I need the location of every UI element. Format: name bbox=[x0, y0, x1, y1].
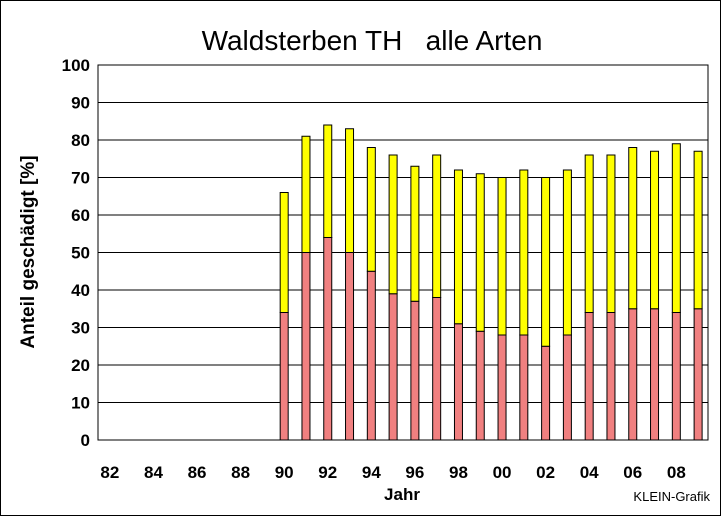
bar-segment-upper bbox=[323, 124, 333, 238]
x-tick-labels: 82 84 86 88 90 92 94 96 98 00 02 04 06 08 bbox=[100, 463, 685, 482]
x-axis-label: Jahr bbox=[384, 485, 420, 504]
bar-segment-lower bbox=[693, 308, 703, 441]
y-tick-label: 30 bbox=[71, 319, 90, 338]
bar-segment-lower bbox=[475, 330, 485, 441]
bar-segment-lower bbox=[541, 345, 551, 441]
bar-segment-upper bbox=[453, 169, 463, 325]
credit-label: KLEIN-Grafik bbox=[633, 489, 710, 504]
bar-segment-lower bbox=[497, 334, 507, 441]
x-tick-label: 96 bbox=[405, 463, 424, 482]
bar-segment-upper bbox=[301, 135, 311, 253]
bar-segment-lower bbox=[519, 334, 529, 441]
bar-segment-upper bbox=[475, 173, 485, 332]
x-tick-label: 92 bbox=[318, 463, 337, 482]
bar-segment-upper bbox=[693, 150, 703, 310]
x-tick-label: 88 bbox=[231, 463, 250, 482]
y-tick-labels: 0 10 20 30 40 50 60 70 80 90 100 bbox=[62, 56, 90, 450]
y-tick-label: 40 bbox=[71, 281, 90, 300]
bar-segment-lower bbox=[453, 323, 463, 441]
gridlines bbox=[98, 64, 708, 441]
y-tick-label: 10 bbox=[71, 394, 90, 413]
bar-segment-upper bbox=[432, 154, 442, 298]
bar-segment-upper bbox=[279, 192, 289, 313]
bar-segment-lower bbox=[323, 237, 333, 441]
x-tick-label: 08 bbox=[667, 463, 686, 482]
y-tick-label: 50 bbox=[71, 244, 90, 263]
bar-segment-lower bbox=[366, 270, 376, 441]
bar-segment-upper bbox=[366, 147, 376, 272]
bar-segment-upper bbox=[519, 169, 529, 336]
y-tick-label: 70 bbox=[71, 169, 90, 188]
bar-segment-lower bbox=[279, 312, 289, 441]
bar-segment-upper bbox=[410, 165, 420, 302]
bar-segment-lower bbox=[301, 252, 311, 441]
plot-area bbox=[97, 64, 709, 441]
x-tick-label: 02 bbox=[536, 463, 555, 482]
y-tick-label: 80 bbox=[71, 131, 90, 150]
bar-segment-lower bbox=[671, 312, 681, 441]
bar-segment-upper bbox=[650, 150, 660, 310]
bar-segment-lower bbox=[388, 293, 398, 441]
bar-segment-upper bbox=[628, 147, 638, 310]
bar-segment-lower bbox=[628, 308, 638, 441]
x-tick-label: 06 bbox=[623, 463, 642, 482]
y-axis-label: Anteil geschädigt [%] bbox=[18, 155, 39, 348]
x-tick-label: 82 bbox=[100, 463, 119, 482]
x-tick-label: 86 bbox=[188, 463, 207, 482]
x-tick-label: 94 bbox=[362, 463, 381, 482]
bar-segment-upper bbox=[562, 169, 572, 336]
bar-segment-lower bbox=[432, 297, 442, 441]
bar-segment-upper bbox=[541, 177, 551, 347]
y-tick-label: 20 bbox=[71, 356, 90, 375]
bar-segment-upper bbox=[584, 154, 594, 313]
bar-segment-lower bbox=[410, 300, 420, 441]
bar-segment-lower bbox=[584, 312, 594, 441]
bars bbox=[279, 124, 703, 441]
bar-segment-upper bbox=[671, 143, 681, 313]
bar-segment-lower bbox=[345, 252, 355, 441]
x-tick-label: 98 bbox=[449, 463, 468, 482]
y-tick-label: 60 bbox=[71, 206, 90, 225]
bar-segment-upper bbox=[345, 128, 355, 253]
x-tick-label: 04 bbox=[580, 463, 599, 482]
x-tick-label: 90 bbox=[275, 463, 294, 482]
bar-segment-upper bbox=[388, 154, 398, 295]
y-tick-label: 0 bbox=[81, 431, 90, 450]
bar-segment-lower bbox=[562, 334, 572, 441]
bar-segment-upper bbox=[497, 177, 507, 336]
x-tick-label: 84 bbox=[144, 463, 163, 482]
x-tick-label: 00 bbox=[493, 463, 512, 482]
y-tick-label: 90 bbox=[71, 94, 90, 113]
chart-title: Waldsterben TH alle Arten bbox=[202, 25, 543, 56]
bar-segment-upper bbox=[606, 154, 616, 313]
y-tick-label: 100 bbox=[62, 56, 90, 75]
bar-segment-lower bbox=[650, 308, 660, 441]
bar-segment-lower bbox=[606, 312, 616, 441]
